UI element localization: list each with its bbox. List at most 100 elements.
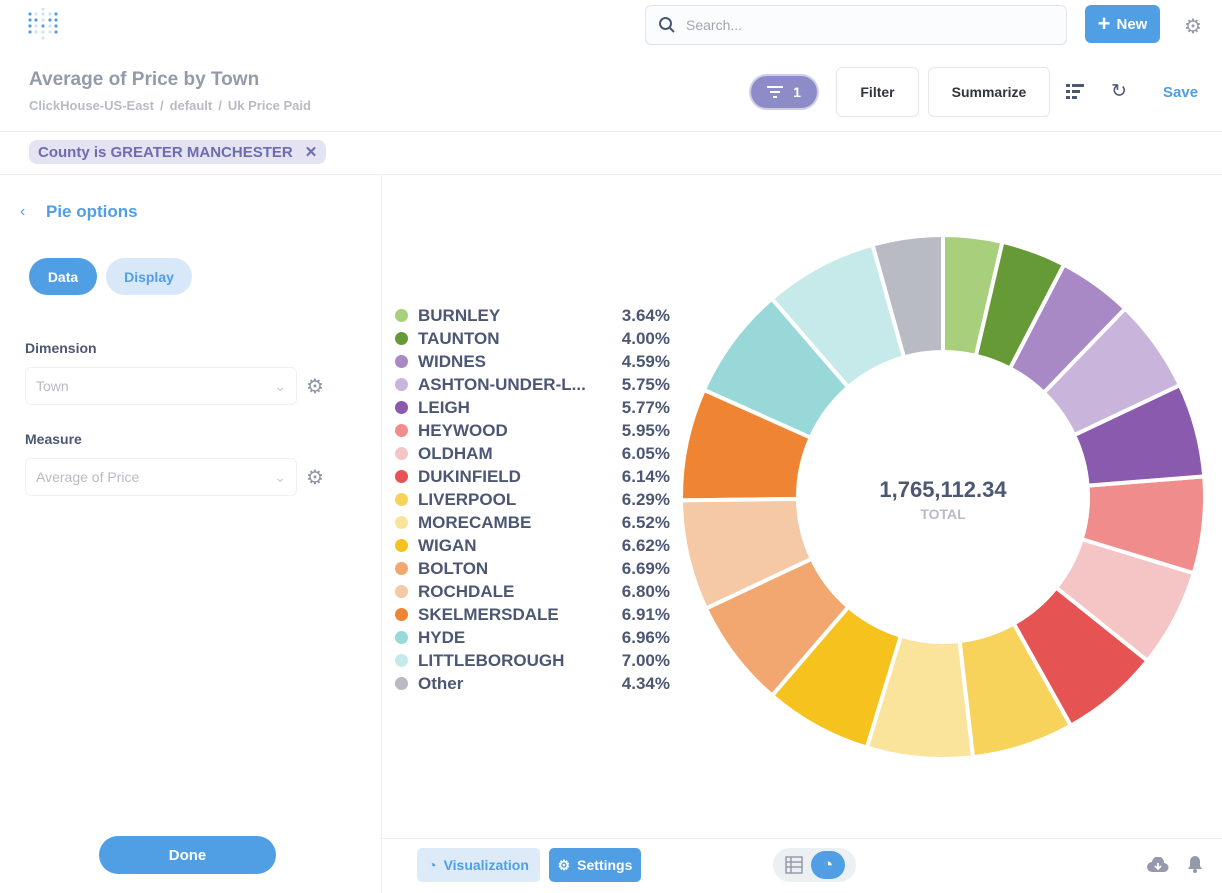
legend-swatch	[395, 470, 408, 483]
search-input[interactable]: Search...	[645, 5, 1067, 45]
legend-item[interactable]: DUKINFIELD 6.14%	[395, 465, 670, 488]
measure-select[interactable]: Average of Price ⌄	[25, 458, 297, 496]
legend-swatch	[395, 355, 408, 368]
metabase-logo[interactable]	[28, 8, 58, 42]
footer-bar	[382, 838, 1222, 893]
pie-slice[interactable]	[1011, 584, 1151, 729]
legend-swatch	[395, 516, 408, 529]
filter-pill[interactable]: County is GREATER MANCHESTER ✕	[29, 140, 327, 164]
legend-percent: 6.29%	[621, 489, 670, 509]
legend-item[interactable]: LITTLEBOROUGH 7.00%	[395, 649, 670, 672]
table-icon[interactable]	[785, 856, 803, 874]
dimension-label: Dimension	[25, 340, 97, 356]
legend-percent: 4.00%	[621, 328, 670, 348]
pie-slice[interactable]	[1040, 305, 1183, 438]
breadcrumb-database[interactable]: ClickHouse-US-East	[29, 98, 154, 113]
legend-item[interactable]: TAUNTON 4.00%	[395, 327, 670, 350]
pie-slice[interactable]	[1071, 382, 1207, 488]
legend-item[interactable]: HYDE 6.96%	[395, 626, 670, 649]
legend-item[interactable]: MORECAMBE 6.52%	[395, 511, 670, 534]
pie-slice[interactable]	[1053, 536, 1197, 664]
legend-item[interactable]: OLDHAM 6.05%	[395, 442, 670, 465]
breadcrumb-table[interactable]: Uk Price Paid	[227, 98, 311, 113]
download-icon[interactable]	[1147, 857, 1169, 873]
legend-swatch	[395, 332, 408, 345]
pie-slice[interactable]	[1079, 474, 1207, 576]
pie-slice[interactable]	[864, 633, 976, 761]
measure-label: Measure	[25, 431, 82, 447]
page-title: Average of Price by Town	[29, 69, 260, 90]
legend-label: BOLTON	[418, 558, 489, 578]
pie-slice[interactable]	[1007, 261, 1128, 396]
breadcrumb-schema[interactable]: default	[169, 98, 213, 113]
legend-percent: 5.75%	[621, 374, 670, 394]
pie-slice[interactable]	[769, 604, 904, 751]
sidebar-heading[interactable]: Pie options	[46, 202, 138, 221]
summarize-button[interactable]: Summarize	[928, 67, 1050, 117]
plus-icon: +	[1097, 11, 1111, 36]
chevron-down-icon: ⌄	[274, 377, 286, 394]
legend-item[interactable]: Other 4.34%	[395, 672, 670, 695]
legend-item[interactable]: BURNLEY 3.64%	[395, 304, 670, 327]
visualization-button[interactable]: ◔ Visualization	[417, 848, 540, 882]
measure-gear-icon[interactable]: ⚙	[306, 467, 324, 489]
back-chevron-icon[interactable]: ‹	[20, 203, 26, 220]
notebook-editor-icon[interactable]	[1066, 84, 1084, 100]
divider	[0, 174, 1222, 175]
pie-slice[interactable]	[703, 556, 852, 699]
legend-label: ASHTON-UNDER-L...	[418, 374, 586, 394]
dimension-gear-icon[interactable]: ⚙	[306, 376, 324, 398]
legend-swatch	[395, 401, 408, 414]
save-button[interactable]: Save	[1163, 84, 1199, 101]
new-button[interactable]: + New	[1085, 5, 1160, 43]
legend-item[interactable]: LEIGH 5.77%	[395, 396, 670, 419]
pie-slice[interactable]	[973, 239, 1067, 372]
tab-display[interactable]: Display	[106, 258, 192, 295]
chart-view-icon[interactable]: ◔	[811, 851, 845, 879]
legend-percent: 6.69%	[621, 558, 670, 578]
legend-item[interactable]: SKELMERSDALE 6.91%	[395, 603, 670, 626]
legend-item[interactable]: WIDNES 4.59%	[395, 350, 670, 373]
legend-item[interactable]: HEYWOOD 5.95%	[395, 419, 670, 442]
filter-count-toggle[interactable]: 1	[749, 74, 819, 110]
legend-swatch	[395, 608, 408, 621]
legend-item[interactable]: ROCHDALE 6.80%	[395, 580, 670, 603]
bell-icon[interactable]	[1187, 855, 1203, 873]
legend-swatch	[395, 424, 408, 437]
close-icon[interactable]: ✕	[304, 144, 318, 161]
legend-percent: 6.14%	[621, 466, 670, 486]
legend-swatch	[395, 562, 408, 575]
settings-button[interactable]: ⚙ Settings	[549, 848, 641, 882]
refresh-icon[interactable]: ↻	[1111, 81, 1127, 102]
filter-pill-label: County is GREATER MANCHESTER	[38, 143, 293, 161]
pie-slice[interactable]	[957, 620, 1074, 760]
legend-label: DUKINFIELD	[418, 466, 521, 486]
filter-button[interactable]: Filter	[836, 67, 919, 117]
pie-slice[interactable]	[678, 496, 815, 612]
legend-item[interactable]: WIGAN 6.62%	[395, 534, 670, 557]
dimension-select[interactable]: Town ⌄	[25, 367, 297, 405]
legend-percent: 6.62%	[621, 535, 670, 555]
pie-slice[interactable]	[701, 295, 852, 441]
legend-item[interactable]: BOLTON 6.69%	[395, 557, 670, 580]
new-label: New	[1116, 15, 1148, 33]
pie-slice[interactable]	[768, 242, 907, 391]
legend-percent: 3.64%	[621, 305, 670, 325]
legend-swatch	[395, 539, 408, 552]
donut-chart: 1,765,112.34 TOTAL	[678, 232, 1207, 761]
view-toggle[interactable]: ◔	[773, 848, 856, 882]
done-button[interactable]: Done	[99, 836, 276, 874]
legend-item[interactable]: LIVERPOOL 6.29%	[395, 488, 670, 511]
legend-swatch	[395, 309, 408, 322]
legend-item[interactable]: ASHTON-UNDER-L... 5.75%	[395, 373, 670, 396]
breadcrumb: ClickHouse-US-East / default / Uk Price Paid	[29, 98, 311, 113]
legend-percent: 6.52%	[621, 512, 670, 532]
pie-slice[interactable]	[941, 232, 1005, 359]
chevron-down-icon: ⌄	[274, 468, 286, 485]
pie-slice[interactable]	[679, 387, 814, 503]
settings-gear-icon[interactable]: ⚙	[1184, 16, 1202, 38]
tab-data[interactable]: Data	[29, 258, 97, 295]
pie-chart-icon: ◔	[428, 857, 437, 873]
settings-sidebar	[0, 175, 382, 893]
search-placeholder: Search...	[686, 17, 743, 33]
